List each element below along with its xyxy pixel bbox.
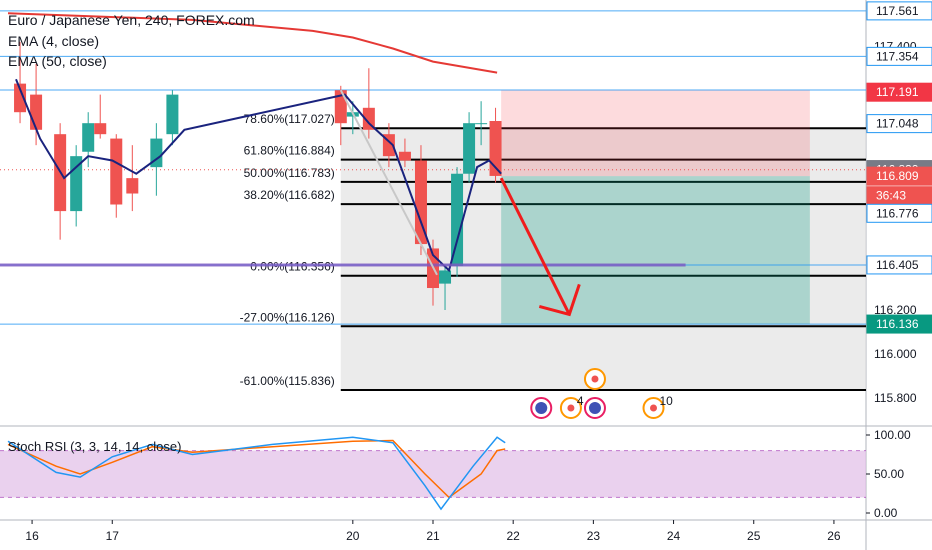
price-tag[interactable]: [866, 314, 932, 334]
price-axis[interactable]: 100.0050.000.00117.400117.201116.400116.…: [866, 1, 932, 520]
ema-fast-legend[interactable]: EMA (4, close): [8, 33, 100, 49]
candle-body: [82, 123, 95, 152]
candle-body: [30, 94, 43, 130]
fib-level-label: 61.80%(116.884): [244, 144, 335, 158]
time-tick-label: 17: [106, 529, 120, 543]
fib-level-label: 0.00%(116.356): [250, 260, 335, 274]
badge-count: 4: [577, 394, 584, 408]
candle-body: [451, 173, 464, 267]
badge-count: 10: [660, 394, 674, 408]
badge-center: [650, 404, 658, 412]
price-tick-label: 115.800: [874, 391, 917, 405]
candle-body: [362, 107, 375, 130]
time-tick-label: 25: [747, 529, 761, 543]
price-tag-label: 116.776: [876, 206, 919, 220]
candle-body: [334, 90, 347, 124]
price-tick-label: 116.000: [874, 347, 917, 361]
badge-center: [535, 402, 548, 414]
time-tick-label: 23: [587, 529, 601, 543]
event-badges[interactable]: 4 10: [530, 368, 674, 419]
candlestick-series: [14, 41, 502, 310]
fib-level-label: 38.20%(116.682): [244, 188, 335, 202]
fib-level-label: 50.00%(116.783): [244, 166, 335, 180]
candle-body: [463, 123, 476, 174]
candle-body: [166, 94, 179, 135]
ema-lines: [7, 12, 502, 273]
horizontal-lines[interactable]: [0, 10, 866, 325]
price-tag-label: 117.354: [876, 49, 919, 63]
osc-tick-label: 50.00: [874, 467, 904, 481]
time-tick-label: 26: [827, 529, 841, 543]
price-tag-label: 117.191: [876, 85, 919, 99]
time-tick-label: 24: [667, 529, 681, 543]
badge-center: [591, 375, 599, 383]
price-tag[interactable]: [866, 114, 932, 134]
time-tick-label: 22: [507, 529, 521, 543]
ema-fast-line: [15, 78, 502, 273]
candle-body: [439, 270, 452, 284]
price-tag[interactable]: [866, 46, 932, 66]
candle-body: [398, 151, 411, 161]
stoch-d-line: [7, 439, 506, 499]
candle-body: [94, 123, 107, 135]
price-tag-label: 36:43: [876, 189, 906, 203]
time-tick-label: 20: [346, 529, 360, 543]
badge-center: [567, 404, 575, 412]
candle-body: [475, 123, 488, 125]
trend-line: [339, 89, 438, 276]
price-tag-label: 117.561: [876, 4, 919, 18]
short-position-tool[interactable]: [501, 90, 810, 325]
price-tag[interactable]: [866, 203, 932, 223]
candle-body: [489, 120, 502, 176]
badge-center: [588, 402, 601, 414]
price-tag-label: 117.048: [876, 117, 919, 131]
candle-body: [150, 138, 163, 168]
price-tag[interactable]: [866, 255, 932, 275]
time-tick-label: 21: [426, 529, 440, 543]
ema-slow-line: [7, 12, 498, 74]
stoch-band: [0, 450, 866, 498]
time-axis[interactable]: 16 17 20 21 22 23 24 25 26: [25, 520, 841, 543]
time-tick-label: 16: [25, 529, 39, 543]
symbol-title[interactable]: Euro / Japanese Yen, 240, FOREX.com: [8, 12, 255, 28]
candle-body: [110, 138, 123, 205]
projection-arrow: [499, 177, 571, 316]
price-tag-label: 116.809: [876, 169, 919, 183]
stop-loss-zone: [501, 90, 810, 177]
fib-level-label: -61.00%(115.836): [240, 374, 335, 388]
projection-arrow-head: [538, 283, 581, 317]
price-tag-label: 116.405: [876, 258, 919, 272]
price-tick-label: 116.200: [874, 303, 917, 317]
stoch-rsi-pane: [0, 436, 866, 511]
drawings[interactable]: [0, 89, 686, 317]
price-tag[interactable]: [866, 166, 932, 186]
take-profit-zone: [501, 176, 810, 325]
osc-tick-label: 100.00: [874, 428, 911, 442]
candle-body: [414, 160, 427, 245]
ema-slow-legend[interactable]: EMA (50, close): [8, 53, 107, 69]
candle-body: [126, 178, 139, 194]
price-tag-label: 116.136: [876, 317, 919, 331]
fib-level-label: 78.60%(117.027): [244, 112, 335, 126]
stoch-rsi-legend[interactable]: Stoch RSI (3, 3, 14, 14, close): [8, 439, 182, 454]
stoch-k-line: [7, 436, 506, 511]
price-tag[interactable]: [866, 82, 932, 102]
price-tag[interactable]: [866, 1, 932, 21]
candle-body: [14, 83, 27, 113]
fib-level-label: -27.00%(116.126): [240, 310, 335, 324]
osc-tick-label: 0.00: [874, 506, 898, 520]
